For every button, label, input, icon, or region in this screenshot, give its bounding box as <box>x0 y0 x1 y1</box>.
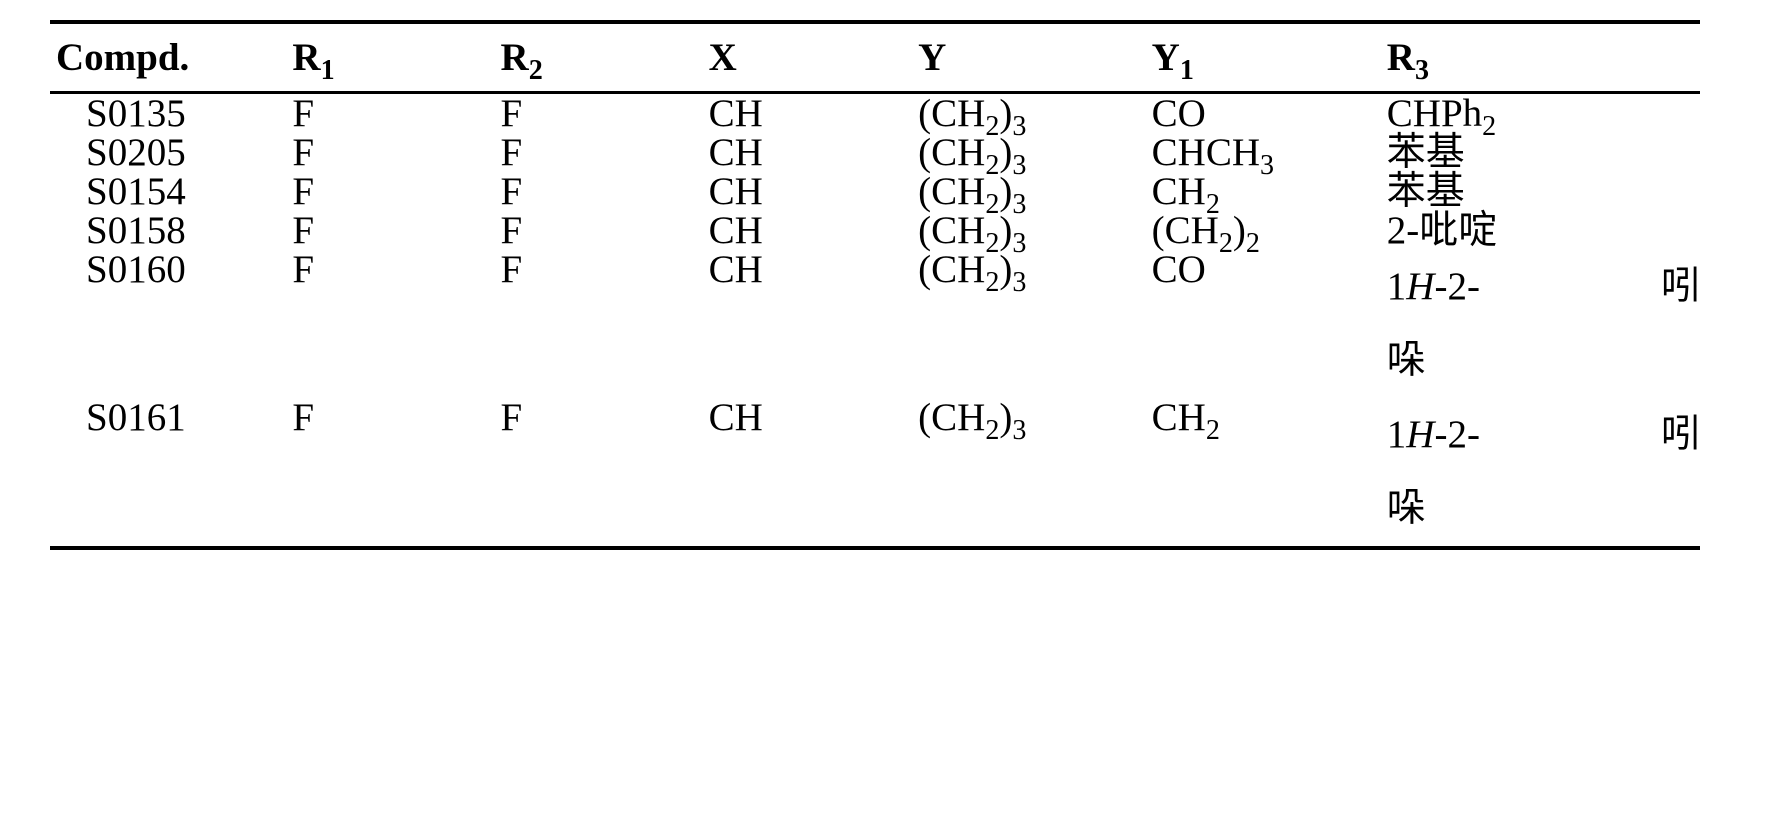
cell-r1: F <box>292 398 500 548</box>
table-row: S0205FFCH(CH2)3CHCH3苯基 <box>50 133 1700 172</box>
cell-r3: 苯基 <box>1387 133 1700 172</box>
table-row: S0160FFCH(CH2)3CO1H-2- 吲哚 <box>50 250 1700 398</box>
table-head: Compd. R1 R2 X Y Y1 R3 <box>50 22 1700 93</box>
cell-r3: CHPh2 <box>1387 93 1700 134</box>
header-y1: Y1 <box>1152 22 1387 93</box>
cell-r1: F <box>292 133 500 172</box>
cell-r3: 1H-2- 吲哚 <box>1387 398 1700 548</box>
cell-x: CH <box>709 250 919 398</box>
cell-compd: S0135 <box>50 93 292 134</box>
header-y: Y <box>918 22 1151 93</box>
header-r3: R3 <box>1387 22 1700 93</box>
cell-r3: 苯基 <box>1387 172 1700 211</box>
cell-compd: S0205 <box>50 133 292 172</box>
header-r1: R1 <box>292 22 500 93</box>
cell-y1: CH2 <box>1152 398 1387 548</box>
cell-r2: F <box>501 250 709 398</box>
header-x: X <box>709 22 919 93</box>
header-row: Compd. R1 R2 X Y Y1 R3 <box>50 22 1700 93</box>
cell-compd: S0154 <box>50 172 292 211</box>
cell-r3: 2-吡啶 <box>1387 211 1700 250</box>
cell-y: (CH2)3 <box>918 398 1151 548</box>
cell-y: (CH2)3 <box>918 172 1151 211</box>
compound-table: Compd. R1 R2 X Y Y1 R3 S0135FFCH(CH2)3CO… <box>50 20 1700 550</box>
cell-x: CH <box>709 133 919 172</box>
cell-y: (CH2)3 <box>918 93 1151 134</box>
cell-x: CH <box>709 398 919 548</box>
cell-x: CH <box>709 93 919 134</box>
cell-r1: F <box>292 250 500 398</box>
cell-y1: CO <box>1152 250 1387 398</box>
cell-y1: CO <box>1152 93 1387 134</box>
cell-compd: S0160 <box>50 250 292 398</box>
table-row: S0154FFCH(CH2)3CH2苯基 <box>50 172 1700 211</box>
cell-r2: F <box>501 398 709 548</box>
cell-y1: (CH2)2 <box>1152 211 1387 250</box>
cell-x: CH <box>709 211 919 250</box>
cell-r2: F <box>501 133 709 172</box>
cell-r2: F <box>501 211 709 250</box>
cell-x: CH <box>709 172 919 211</box>
table-body: S0135FFCH(CH2)3COCHPh2S0205FFCH(CH2)3CHC… <box>50 93 1700 549</box>
cell-compd: S0161 <box>50 398 292 548</box>
cell-r1: F <box>292 93 500 134</box>
cell-compd: S0158 <box>50 211 292 250</box>
table-row: S0135FFCH(CH2)3COCHPh2 <box>50 93 1700 134</box>
cell-y: (CH2)3 <box>918 250 1151 398</box>
table-row: S0161FFCH(CH2)3CH21H-2- 吲哚 <box>50 398 1700 548</box>
header-compd: Compd. <box>50 22 292 93</box>
cell-r2: F <box>501 172 709 211</box>
header-r2: R2 <box>501 22 709 93</box>
cell-r3: 1H-2- 吲哚 <box>1387 250 1700 398</box>
cell-y1: CHCH3 <box>1152 133 1387 172</box>
cell-r1: F <box>292 172 500 211</box>
cell-y: (CH2)3 <box>918 211 1151 250</box>
cell-r2: F <box>501 93 709 134</box>
table-row: S0158FFCH(CH2)3(CH2)22-吡啶 <box>50 211 1700 250</box>
page: Compd. R1 R2 X Y Y1 R3 S0135FFCH(CH2)3CO… <box>0 20 1783 826</box>
cell-y: (CH2)3 <box>918 133 1151 172</box>
cell-r1: F <box>292 211 500 250</box>
